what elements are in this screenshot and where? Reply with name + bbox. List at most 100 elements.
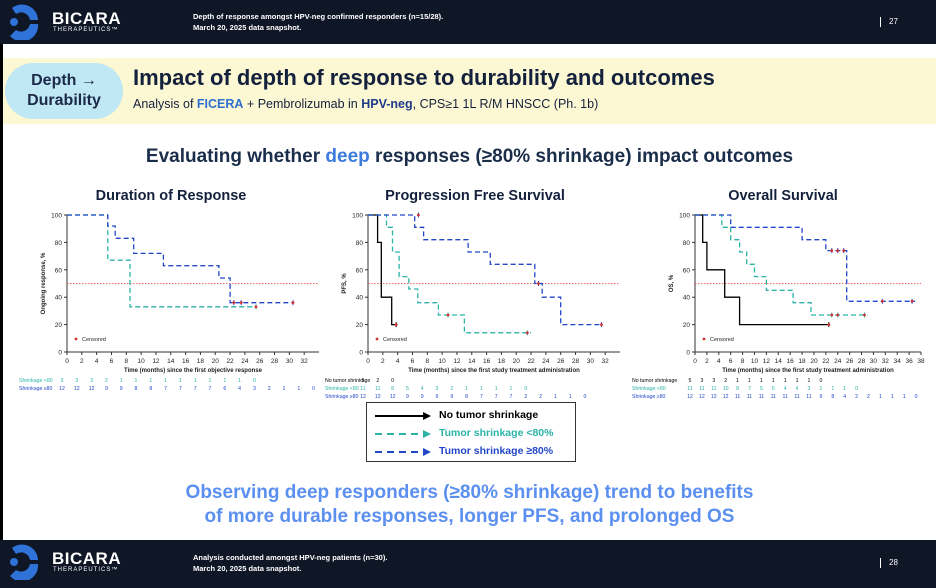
x-tick-label: 28	[271, 358, 279, 365]
censored-legend-mark	[74, 337, 78, 341]
x-tick-label: 22	[822, 358, 830, 365]
censor-mark	[830, 249, 834, 253]
risk-table-value: 4	[421, 386, 424, 392]
risk-table-value: 1	[149, 378, 152, 384]
risk-table-value: 0	[855, 386, 858, 392]
risk-table-value: 2	[855, 394, 858, 400]
x-axis-label: Time (months) since the first objective …	[124, 368, 263, 374]
x-tick-label: 6	[411, 358, 415, 365]
series-line-lt80	[67, 214, 256, 308]
risk-table-value: 7	[164, 386, 167, 392]
x-tick-label: 24	[542, 358, 550, 365]
x-tick-label: 12	[763, 358, 771, 365]
risk-table-value: 2	[524, 394, 527, 400]
x-tick-label: 32	[301, 358, 309, 365]
depth-durability-pill: Depth → Durability	[5, 63, 123, 119]
risk-table-value: 1	[135, 378, 138, 384]
footer-brand-tagline: THERAPEUTICS™	[53, 567, 119, 573]
risk-table-value: 9	[421, 394, 424, 400]
censor-mark	[836, 313, 840, 317]
risk-table-value: 1	[223, 378, 226, 384]
risk-table-value: 8	[465, 394, 468, 400]
legend-line-none-icon	[375, 412, 431, 420]
bottom-note-line2: March 20, 2025 data snapshot.	[193, 564, 302, 573]
risk-table-value: 1	[569, 394, 572, 400]
x-tick-label: 16	[483, 358, 491, 365]
top-note-line1: Depth of response amongst HPV-neg confir…	[193, 12, 444, 21]
risk-table-value: 12	[375, 394, 381, 400]
y-tick-label: 60	[683, 267, 691, 274]
bottom-note-line1: Analysis conducted amongst HPV-neg patie…	[193, 553, 388, 562]
censor-mark	[525, 331, 529, 335]
y-tick-label: 20	[356, 322, 364, 329]
risk-table-value: 12	[390, 394, 396, 400]
risk-table-value: 3	[700, 378, 703, 384]
censor-mark	[537, 282, 540, 285]
risk-table-value: 12	[74, 386, 80, 392]
risk-table-value: 2	[376, 378, 379, 384]
x-tick-label: 12	[152, 358, 160, 365]
y-tick-label: 60	[55, 267, 63, 274]
risk-table-value: 3	[712, 378, 715, 384]
x-tick-label: 22	[527, 358, 535, 365]
x-tick-label: 14	[775, 358, 783, 365]
risk-table-value: 1	[164, 378, 167, 384]
x-tick-label: 20	[212, 358, 220, 365]
y-tick-label: 80	[55, 240, 63, 247]
x-tick-label: 14	[468, 358, 476, 365]
top-page-number: 27	[880, 17, 898, 27]
series-line-lt80	[368, 214, 532, 334]
series-line-ge80	[368, 214, 602, 326]
censored-legend-label: Censored	[82, 337, 106, 343]
risk-table-label: Shrinkage <80	[632, 386, 666, 392]
censor-mark	[254, 305, 258, 309]
risk-table-value: 3	[253, 386, 256, 392]
chart-legend: No tumor shrinkage Tumor shrinkage <80% …	[366, 402, 576, 462]
y-tick-label: 80	[356, 240, 364, 247]
top-bar: BICARA THERAPEUTICS™ Depth of response a…	[0, 0, 936, 44]
risk-table-value: 4	[238, 386, 241, 392]
risk-table-value: 2	[539, 394, 542, 400]
x-tick-label: 6	[729, 358, 733, 365]
risk-table-value: 7	[179, 386, 182, 392]
risk-table-value: 2	[450, 386, 453, 392]
x-tick-label: 20	[810, 358, 818, 365]
x-axis-label: Time (months) since the first study trea…	[722, 368, 894, 374]
brand-name: BICARA	[52, 9, 122, 28]
conclusion-line1: Observing deep responders (≥80% shrinkag…	[185, 482, 754, 503]
risk-table-value: 12	[360, 394, 366, 400]
y-tick-label: 20	[683, 322, 691, 329]
censor-mark	[291, 301, 295, 305]
risk-table-value: 11	[375, 386, 380, 392]
risk-table-value: 11	[759, 394, 764, 400]
x-tick-label: 24	[834, 358, 842, 365]
risk-table-value: 9	[406, 394, 409, 400]
x-tick-label: 8	[124, 358, 128, 365]
risk-table-value: 1	[465, 386, 468, 392]
bottom-bar: BICARA THERAPEUTICS™ Analysis conducted …	[0, 540, 936, 588]
censored-legend-label: Censored	[383, 337, 407, 343]
risk-table-value: 11	[699, 386, 704, 392]
os-chart-title: Overall Survival	[728, 188, 838, 204]
risk-table-value: 12	[89, 386, 95, 392]
censor-mark	[446, 313, 450, 317]
censor-mark	[880, 299, 884, 303]
x-tick-label: 14	[167, 358, 175, 365]
pill-line1: Depth →	[31, 72, 97, 89]
risk-table-value: 7	[194, 386, 197, 392]
risk-table-value: 1	[554, 394, 557, 400]
risk-table-value: 1	[784, 378, 787, 384]
x-tick-label: 12	[453, 358, 461, 365]
risk-table-value: 11	[687, 386, 692, 392]
risk-table-value: 1	[748, 378, 751, 384]
y-tick-label: 0	[58, 350, 62, 357]
risk-table-value: 11	[806, 394, 811, 400]
x-tick-label: 2	[381, 358, 385, 365]
risk-table-value: 1	[891, 394, 894, 400]
risk-table-value: 5	[406, 386, 409, 392]
censor-mark	[830, 313, 834, 317]
risk-table-value: 8	[831, 394, 834, 400]
footer-brand-name: BICARA	[52, 549, 122, 568]
x-tick-label: 26	[846, 358, 854, 365]
risk-table-value: 7	[209, 386, 212, 392]
